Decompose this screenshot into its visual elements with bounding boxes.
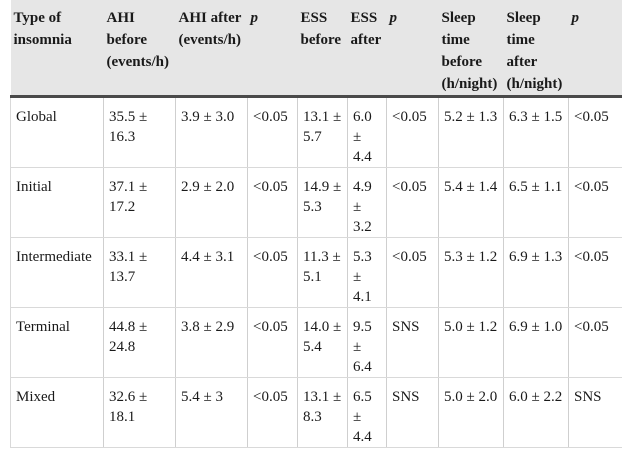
cell-ess-before: 13.1 ± 5.7 — [297, 96, 348, 168]
cell-ahi-after: 3.8 ± 2.9 — [175, 307, 248, 378]
cell-p-ahi: <0.05 — [247, 377, 298, 448]
cell-ess-before: 13.1 ± 8.3 — [297, 377, 348, 448]
cell-p-sleep: <0.05 — [568, 96, 622, 168]
table-row: Global 35.5 ± 16.3 3.9 ± 3.0 <0.05 13.1 … — [10, 96, 622, 168]
table-row: Initial 37.1 ± 17.2 2.9 ± 2.0 <0.05 14.9… — [10, 167, 622, 238]
cell-ess-after: 6.5 ± 4.4 — [347, 377, 387, 448]
cell-ess-before: 14.0 ± 5.4 — [297, 307, 348, 378]
cell-sleep-after: 6.3 ± 1.5 — [503, 96, 569, 168]
table-row: Terminal 44.8 ± 24.8 3.8 ± 2.9 <0.05 14.… — [10, 307, 622, 378]
cell-p-ahi: <0.05 — [247, 167, 298, 238]
header-p-ess: p — [386, 0, 439, 98]
header-p-ahi: p — [247, 0, 298, 98]
cell-sleep-before: 5.0 ± 1.2 — [438, 307, 504, 378]
cell-ahi-before: 33.1 ± 13.7 — [103, 237, 176, 308]
header-ahi-before: AHI before (events/h) — [103, 0, 176, 98]
cell-p-ess: <0.05 — [386, 167, 439, 238]
cell-ess-before: 14.9 ± 5.3 — [297, 167, 348, 238]
cell-ahi-before: 32.6 ± 18.1 — [103, 377, 176, 448]
cell-ahi-after: 2.9 ± 2.0 — [175, 167, 248, 238]
cell-p-sleep: <0.05 — [568, 307, 622, 378]
cell-sleep-after: 6.9 ± 1.3 — [503, 237, 569, 308]
cell-p-sleep: <0.05 — [568, 167, 622, 238]
cell-p-ess: SNS — [386, 377, 439, 448]
cell-type: Global — [10, 96, 104, 168]
cell-p-ess: <0.05 — [386, 237, 439, 308]
cell-ess-after: 4.9 ± 3.2 — [347, 167, 387, 238]
cell-p-ahi: <0.05 — [247, 307, 298, 378]
cell-ahi-after: 5.4 ± 3 — [175, 377, 248, 448]
cell-ahi-after: 4.4 ± 3.1 — [175, 237, 248, 308]
cell-p-ess: SNS — [386, 307, 439, 378]
cell-type: Terminal — [10, 307, 104, 378]
header-sleep-time-after: Sleep time after (h/night) — [503, 0, 569, 98]
cell-type: Initial — [10, 167, 104, 238]
header-row: Type of insomnia AHI before (events/h) A… — [10, 0, 622, 98]
cell-ess-after: 9.5 ± 6.4 — [347, 307, 387, 378]
header-ahi-after: AHI after (events/h) — [175, 0, 248, 98]
cell-p-ess: <0.05 — [386, 96, 439, 168]
cell-sleep-before: 5.0 ± 2.0 — [438, 377, 504, 448]
cell-ess-after: 5.3 ± 4.1 — [347, 237, 387, 308]
cell-p-sleep: <0.05 — [568, 237, 622, 308]
cell-ess-before: 11.3 ± 5.1 — [297, 237, 348, 308]
results-table-container: Type of insomnia AHI before (events/h) A… — [10, 0, 622, 454]
cell-ahi-after: 3.9 ± 3.0 — [175, 96, 248, 168]
header-type-of-insomnia: Type of insomnia — [10, 0, 104, 98]
cell-type: Intermediate — [10, 237, 104, 308]
header-p-sleep-time: p — [568, 0, 622, 98]
insomnia-results-table: Type of insomnia AHI before (events/h) A… — [10, 0, 622, 448]
header-ess-after: ESS after — [347, 0, 387, 98]
cell-ahi-before: 44.8 ± 24.8 — [103, 307, 176, 378]
cell-sleep-after: 6.9 ± 1.0 — [503, 307, 569, 378]
cell-sleep-after: 6.5 ± 1.1 — [503, 167, 569, 238]
cell-p-ahi: <0.05 — [247, 96, 298, 168]
header-sleep-time-before: Sleep time before (h/night) — [438, 0, 504, 98]
cell-p-sleep: SNS — [568, 377, 622, 448]
table-row: Intermediate 33.1 ± 13.7 4.4 ± 3.1 <0.05… — [10, 237, 622, 308]
cell-ess-after: 6.0 ± 4.4 — [347, 96, 387, 168]
cell-ahi-before: 35.5 ± 16.3 — [103, 96, 176, 168]
cell-p-ahi: <0.05 — [247, 237, 298, 308]
cell-ahi-before: 37.1 ± 17.2 — [103, 167, 176, 238]
cell-sleep-before: 5.2 ± 1.3 — [438, 96, 504, 168]
cell-sleep-before: 5.3 ± 1.2 — [438, 237, 504, 308]
cell-sleep-after: 6.0 ± 2.2 — [503, 377, 569, 448]
table-row: Mixed 32.6 ± 18.1 5.4 ± 3 <0.05 13.1 ± 8… — [10, 377, 622, 448]
cell-type: Mixed — [10, 377, 104, 448]
header-ess-before: ESS before — [297, 0, 348, 98]
cell-sleep-before: 5.4 ± 1.4 — [438, 167, 504, 238]
